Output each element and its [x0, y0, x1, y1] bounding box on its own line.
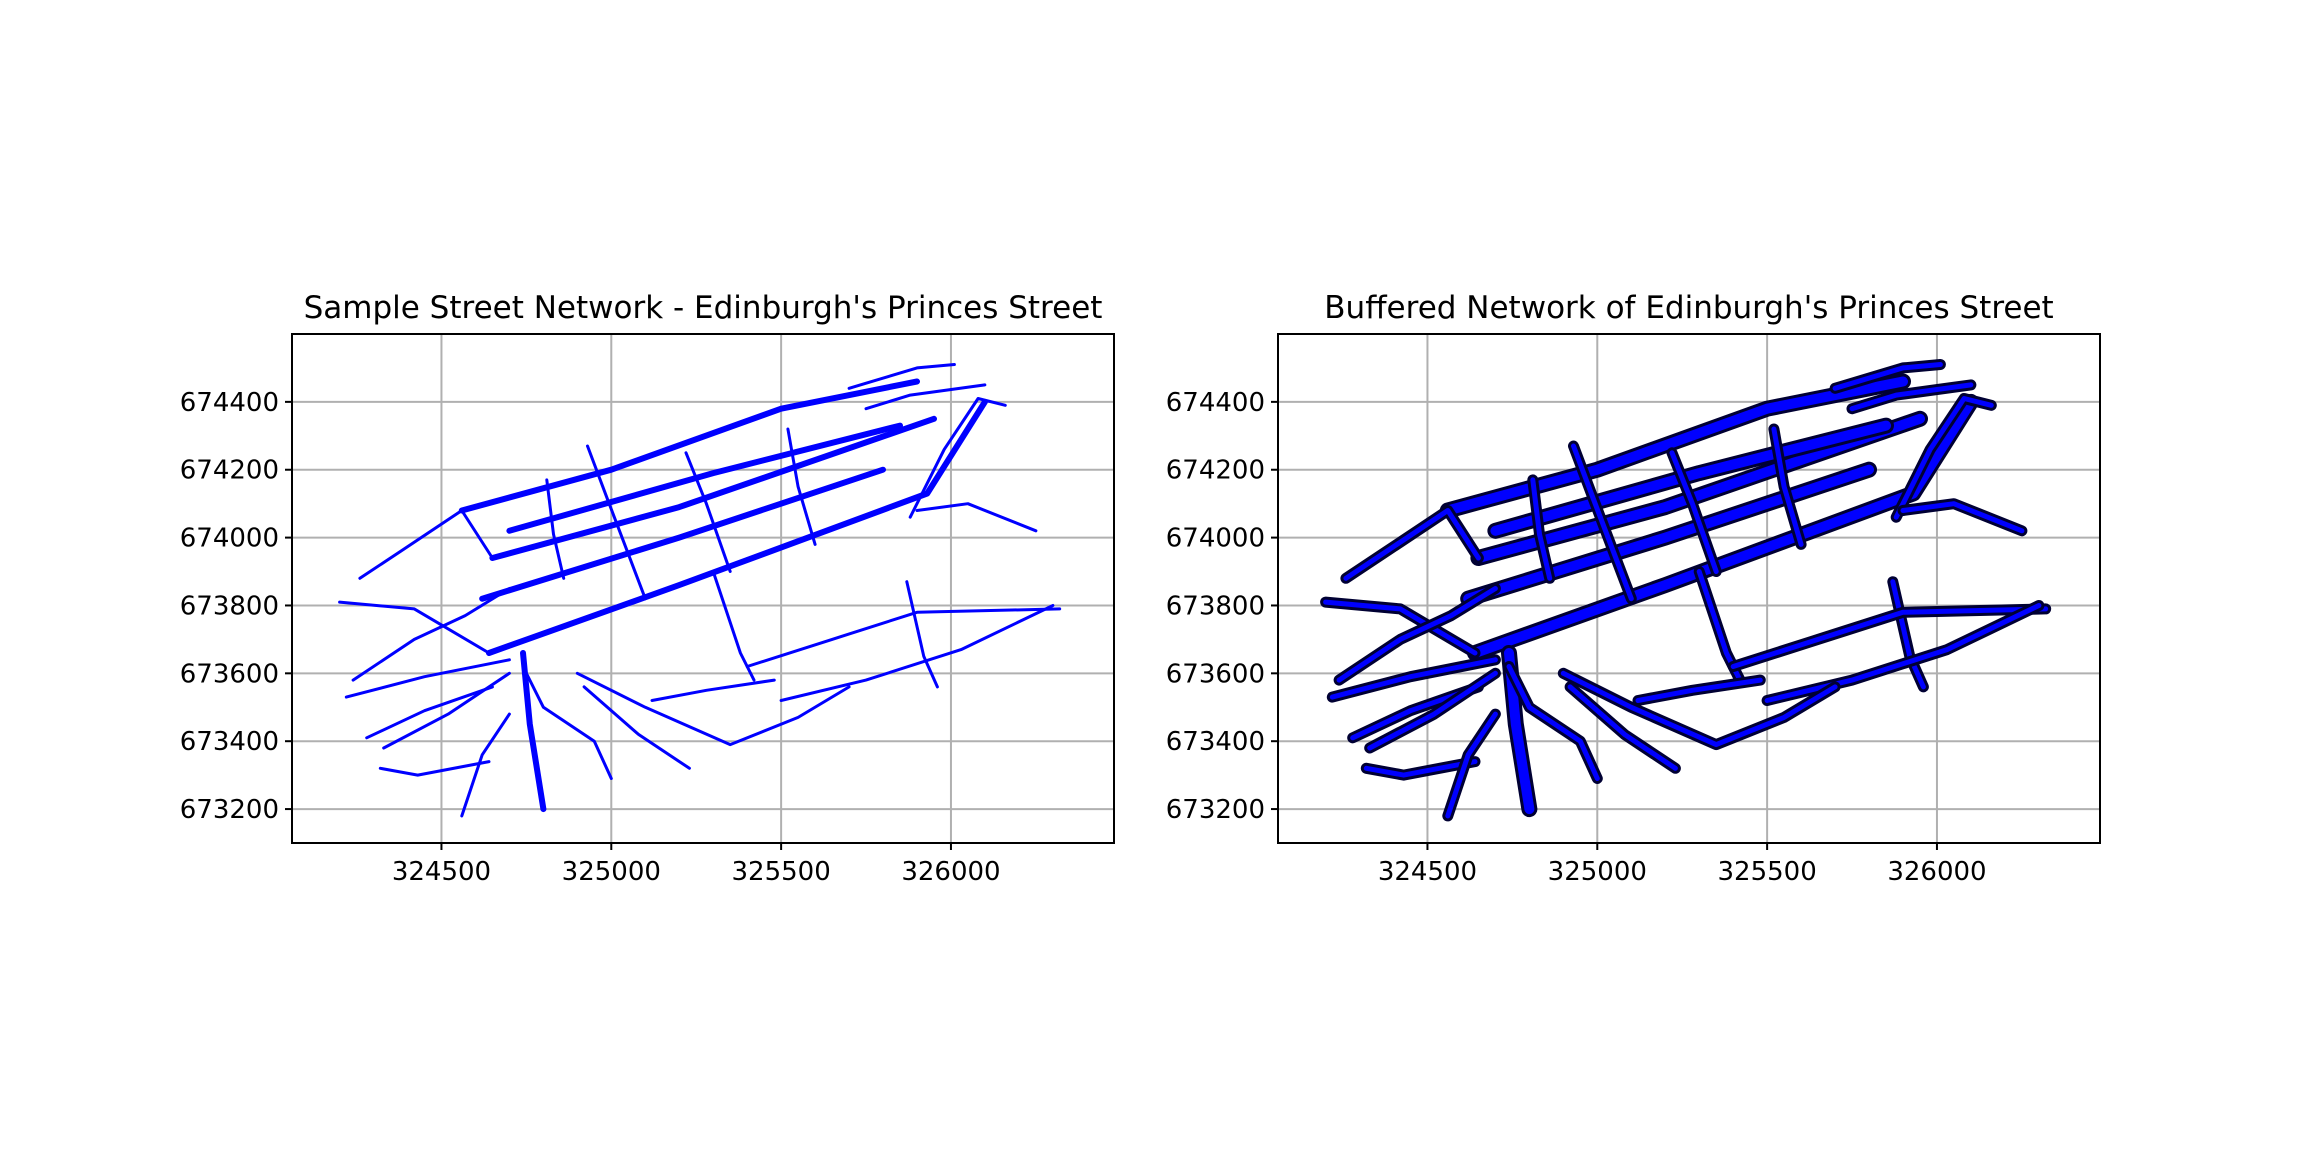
street-line [864, 383, 987, 411]
street-line [351, 587, 511, 682]
y-tick-label: 674000 [180, 524, 279, 554]
y-tick-label: 673600 [1166, 659, 1265, 689]
x-tick-label: 325000 [1548, 857, 1647, 887]
street-buffer [1343, 508, 1481, 581]
street-line [358, 509, 494, 580]
street-line [847, 363, 956, 390]
street-line [908, 397, 1007, 519]
street-buffer [1463, 464, 1874, 604]
street-buffer [1764, 603, 2042, 703]
street-line [586, 444, 647, 601]
x-tick-label: 324500 [392, 857, 491, 887]
street-buffer [1367, 670, 1498, 751]
y-tick-label: 674400 [180, 388, 279, 418]
street-buffer [1445, 711, 1498, 819]
street-buffer [1442, 376, 1908, 516]
street-line [344, 658, 511, 699]
x-tick-label: 324500 [1378, 857, 1477, 887]
street-buffer-outline [1340, 505, 1484, 584]
street-line [786, 427, 817, 546]
street-buffer [1470, 396, 1976, 658]
street-buffer [1567, 684, 1678, 771]
x-tick-label: 326000 [1887, 857, 1986, 887]
street-line [365, 685, 494, 740]
x-tick-label: 325500 [1717, 857, 1816, 887]
y-tick-label: 673400 [1166, 727, 1265, 757]
street-line [779, 604, 1055, 702]
y-tick-label: 673200 [1166, 795, 1265, 825]
y-tick-label: 674000 [1166, 524, 1265, 554]
street-line [711, 570, 756, 682]
street-line [486, 398, 988, 656]
street-buffer [1771, 426, 1804, 547]
street-line [479, 466, 886, 602]
street-line [460, 712, 511, 818]
street-buffer [1832, 362, 1943, 391]
street-buffer [1363, 759, 1478, 778]
x-tick-label: 326000 [901, 857, 1000, 887]
street-buffer [1571, 443, 1634, 602]
street-buffer [1506, 664, 1600, 781]
y-tick-label: 673400 [180, 727, 279, 757]
street-line [575, 671, 851, 747]
street-line [545, 478, 566, 580]
street-line [521, 665, 613, 780]
x-tick-label: 325500 [731, 857, 830, 887]
street-line [458, 378, 920, 514]
street-line [905, 580, 939, 689]
y-tick-label: 674200 [180, 456, 279, 486]
buffered-network-panel: 324500 325000 325500 326000 673200 673400 6736… [1166, 290, 2101, 887]
y-tick-label: 673200 [180, 795, 279, 825]
axes-frame [1277, 333, 2101, 844]
street-line [650, 678, 776, 702]
chart-title: Sample Street Network - Edinburgh's Prin… [304, 290, 1103, 326]
street-buffer [1893, 396, 1994, 520]
y-tick-label: 674400 [1166, 388, 1265, 418]
street-buffer [1730, 606, 2049, 669]
y-tick-label: 673800 [180, 591, 279, 621]
street-line [915, 502, 1038, 533]
street-buffer [1336, 586, 1498, 683]
street-buffer [1329, 657, 1498, 700]
street-buffer [1323, 599, 1478, 656]
street-line [382, 671, 511, 750]
street-buffer [1560, 670, 1838, 748]
street-line [745, 607, 1062, 668]
street-network-panel: 324500 325000 325500 326000 673200 673400 6736… [180, 290, 1115, 887]
street-line [684, 451, 732, 573]
street-line [506, 422, 903, 534]
street-line [582, 685, 691, 770]
street-buffer [1530, 477, 1553, 581]
y-tick-label: 673800 [1166, 591, 1265, 621]
street-buffer [1849, 382, 1974, 412]
chart-title: Buffered Network of Edinburgh's Princes … [1324, 290, 2053, 326]
street-line [378, 760, 491, 777]
street-buffer [1635, 677, 1763, 703]
y-tick-label: 674200 [1166, 456, 1265, 486]
street-line [520, 650, 547, 813]
y-tick-label: 673600 [180, 659, 279, 689]
axes-frame [291, 333, 1115, 844]
street-buffer [1669, 450, 1719, 574]
x-tick-label: 325000 [562, 857, 661, 887]
street-buffer [1900, 501, 2025, 534]
street-line [338, 600, 491, 655]
street-buffer [1490, 420, 1891, 536]
